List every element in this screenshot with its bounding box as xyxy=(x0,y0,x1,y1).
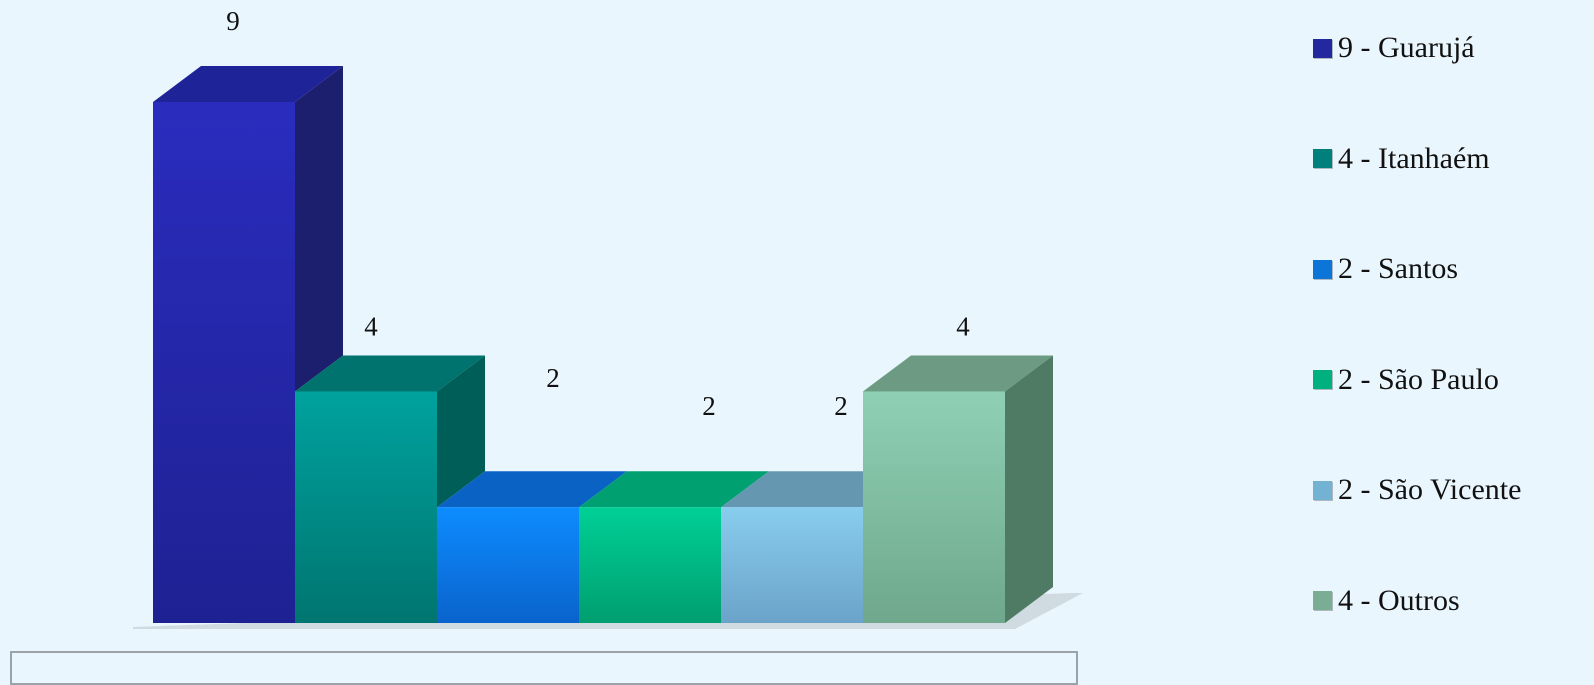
legend-label: 4 - Itanhaém xyxy=(1338,141,1490,175)
data-label: 4 xyxy=(956,311,970,341)
data-label: 2 xyxy=(546,363,560,393)
data-label: 2 xyxy=(702,391,716,421)
bar-guarujá xyxy=(153,66,343,623)
legend-swatch xyxy=(1313,370,1332,389)
legend-swatch xyxy=(1313,480,1332,500)
bar-top-face xyxy=(437,471,627,508)
legend-swatch xyxy=(1313,149,1332,168)
legend-label: 2 - São Paulo xyxy=(1338,362,1499,396)
legend-item: 2 - São Vicente xyxy=(1313,472,1521,508)
chart-area: 9 4 2 2 2 4 xyxy=(133,6,1083,629)
legend-swatch xyxy=(1313,259,1332,279)
bar-front-face xyxy=(437,507,579,623)
bar-santos xyxy=(437,471,627,623)
bar-front-face xyxy=(721,507,863,623)
bar-top-face xyxy=(579,471,769,508)
bar-side-face xyxy=(295,66,343,392)
legend-item: 9 - Guarujá xyxy=(1313,30,1475,66)
bar-outros xyxy=(863,355,1053,623)
legend-item: 4 - Itanhaém xyxy=(1313,141,1490,177)
data-label: 4 xyxy=(364,311,378,341)
bar-front-face xyxy=(863,391,1005,623)
bar-top-face xyxy=(153,66,343,102)
legend-label: 2 - Santos xyxy=(1338,252,1458,285)
bottom-frame xyxy=(10,651,1078,685)
legend-item: 2 - São Paulo xyxy=(1313,362,1499,398)
bar-chart: 9 4 2 2 2 4 xyxy=(133,6,1083,629)
legend-label: 2 - São Vicente xyxy=(1338,473,1522,506)
bar-front-face xyxy=(153,102,295,623)
data-label: 9 xyxy=(226,6,240,36)
legend-swatch xyxy=(1313,591,1332,610)
bar-top-face xyxy=(863,355,1053,392)
bar-top-face xyxy=(295,355,485,392)
bar-front-face xyxy=(579,507,721,623)
legend-item: 2 - Santos xyxy=(1313,251,1458,287)
bar-itanhaém xyxy=(295,355,485,623)
legend-swatch xyxy=(1313,38,1332,58)
bar-side-face xyxy=(437,355,485,508)
legend-label: 9 - Guarujá xyxy=(1338,31,1475,64)
legend-item: 4 - Outros xyxy=(1313,583,1460,619)
bar-front-face xyxy=(295,391,437,623)
bar-side-face xyxy=(1005,355,1053,623)
data-label: 2 xyxy=(834,391,848,421)
legend-label: 4 - Outros xyxy=(1338,583,1460,617)
bar-são-paulo xyxy=(579,471,769,623)
